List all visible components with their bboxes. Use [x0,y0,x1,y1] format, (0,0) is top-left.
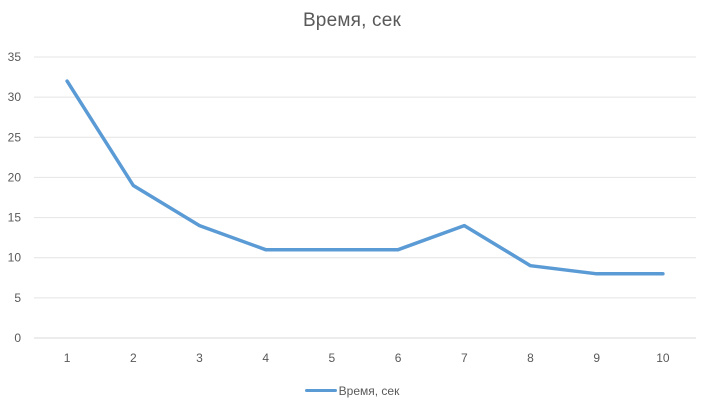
x-tick-label: 6 [395,351,402,365]
x-tick-label: 4 [262,351,269,365]
y-tick-label: 35 [8,50,22,64]
x-tick-label: 8 [527,351,534,365]
series-lines [65,79,665,276]
series-line-0[interactable] [65,79,665,276]
gridlines [34,56,696,339]
legend: Время, сек [0,381,704,398]
x-tick-label: 1 [64,351,71,365]
x-tick-label: 3 [196,351,203,365]
y-tick-label: 30 [8,90,22,104]
legend-item[interactable]: Время, сек [304,383,400,398]
x-tick-label: 7 [461,351,468,365]
y-axis-tick-labels: 0 5 10 15 20 25 30 35 [8,50,22,345]
x-tick-label: 9 [593,351,600,365]
y-tick-label: 5 [14,291,21,305]
legend-label: Время, сек [338,383,400,398]
x-tick-label: 2 [130,351,137,365]
x-tick-label: 5 [329,351,336,365]
x-axis-tick-labels: 1 2 3 4 5 6 7 8 9 10 [64,351,670,365]
y-tick-label: 10 [8,251,22,265]
y-tick-label: 15 [8,211,22,225]
y-tick-label: 20 [8,170,22,184]
legend-swatch [304,389,337,392]
y-tick-label: 0 [14,331,21,345]
y-tick-label: 25 [8,130,22,144]
chart-title: Время, сек [302,10,402,31]
x-tick-label: 10 [656,351,670,365]
